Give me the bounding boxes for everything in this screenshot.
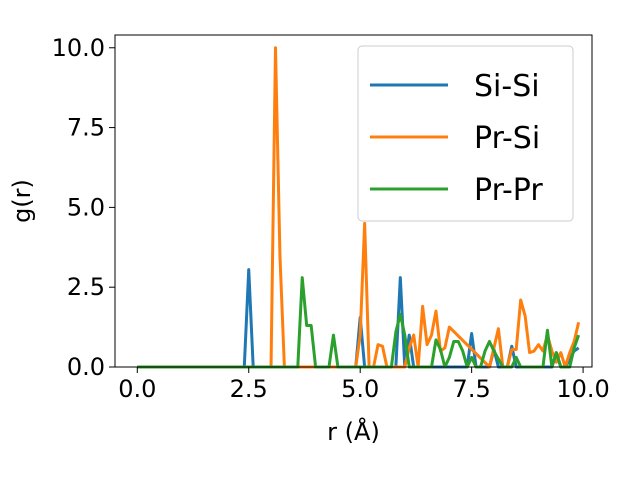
x-tick-label: 10.0 (556, 375, 609, 403)
y-tick-label: 0.0 (67, 353, 105, 381)
x-tick-label: 0.0 (118, 375, 156, 403)
x-axis-title: r (Å) (327, 417, 380, 446)
legend-label-1: Pr-Si (474, 121, 540, 156)
legend: Si-Si Pr-Si Pr-Pr (357, 45, 574, 222)
x-tick-label: 7.5 (453, 375, 491, 403)
x-axis: 0.0 2.5 5.0 7.5 10.0 (118, 367, 610, 403)
y-axis-title: g(r) (8, 179, 36, 223)
x-tick-label: 2.5 (230, 375, 268, 403)
y-tick-label: 5.0 (67, 193, 105, 221)
legend-box (357, 45, 574, 222)
y-axis: 0.0 2.5 5.0 7.5 10.0 (52, 34, 115, 381)
y-tick-label: 2.5 (67, 273, 105, 301)
legend-label-0: Si-Si (474, 69, 540, 104)
legend-label-2: Pr-Pr (474, 173, 543, 208)
y-tick-label: 7.5 (67, 114, 105, 142)
plot-frame (114, 34, 593, 368)
x-tick-label: 5.0 (341, 375, 379, 403)
y-tick-label: 10.0 (52, 34, 105, 62)
